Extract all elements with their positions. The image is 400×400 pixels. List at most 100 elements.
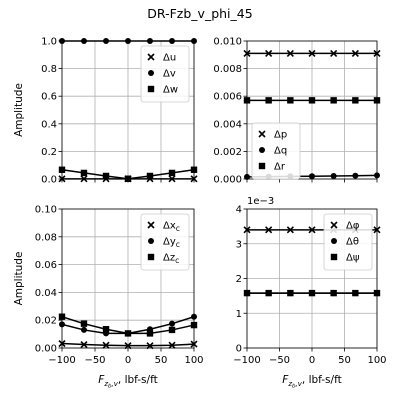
data-point bbox=[168, 341, 176, 349]
legend-entry: Δu bbox=[147, 53, 176, 64]
axes-frame bbox=[61, 40, 195, 180]
y-tick-label: 2 bbox=[236, 274, 242, 285]
data-point bbox=[80, 340, 88, 349]
legend-entry: Δθ bbox=[331, 237, 359, 248]
axes-frame bbox=[61, 208, 195, 349]
legend-marker bbox=[330, 253, 338, 261]
legend-entry: Δp bbox=[258, 130, 287, 141]
data-point bbox=[330, 49, 338, 57]
x-tick-label: 0 bbox=[125, 355, 131, 366]
x-tick-label: 50 bbox=[155, 355, 168, 366]
data-point bbox=[330, 97, 337, 104]
data-point bbox=[265, 289, 272, 297]
data-point bbox=[146, 172, 154, 180]
axes-frame bbox=[246, 40, 378, 180]
legend-marker bbox=[147, 85, 155, 93]
y-tick-label: 1 bbox=[236, 309, 242, 320]
data-point bbox=[169, 320, 176, 327]
data-point bbox=[102, 172, 110, 180]
data-point bbox=[352, 289, 359, 297]
y-tick-label: 0.004 bbox=[213, 119, 242, 130]
legend-label: Δyc bbox=[163, 237, 180, 250]
legend-label: Δw bbox=[163, 85, 178, 96]
series-1 bbox=[243, 49, 381, 57]
legend-entry: Δyc bbox=[148, 237, 180, 250]
y-tick-label: 0.0 bbox=[41, 175, 57, 186]
data-point bbox=[168, 326, 176, 334]
legend-label: Δφ bbox=[346, 221, 360, 232]
y-tick-label: 0.08 bbox=[35, 232, 57, 243]
legend: Δu Δv Δw bbox=[140, 45, 190, 103]
x-tick-label: 100 bbox=[184, 355, 203, 366]
data-point bbox=[308, 49, 316, 57]
data-point bbox=[352, 97, 359, 104]
x-tick-label: 100 bbox=[367, 355, 386, 366]
legend-entry: Δzc bbox=[147, 253, 179, 266]
data-point bbox=[80, 169, 88, 177]
y-tick-label: 0.002 bbox=[213, 147, 242, 158]
y-tick-label: 0 bbox=[236, 344, 242, 355]
figure-title: DR-Fzb_v_phi_45 bbox=[147, 6, 252, 21]
data-point bbox=[308, 226, 316, 234]
data-point bbox=[309, 173, 315, 180]
x-tick-label: −100 bbox=[233, 355, 260, 366]
y-tick-label: 0.06 bbox=[35, 260, 57, 271]
y-axis-label: Amplitude bbox=[13, 252, 25, 306]
legend-label: Δzc bbox=[163, 253, 179, 266]
legend: Δφ Δθ Δψ bbox=[323, 213, 373, 271]
y-tick-label: 0.010 bbox=[213, 37, 242, 48]
legend: Δxc Δyc Δzc bbox=[140, 213, 190, 271]
x-tick-label: 50 bbox=[338, 355, 351, 366]
data-point bbox=[308, 97, 316, 104]
legend-label: Δxc bbox=[163, 221, 180, 234]
y-tick-label: 0.6 bbox=[41, 92, 57, 103]
legend-marker bbox=[259, 147, 265, 153]
legend-marker bbox=[330, 221, 338, 229]
data-point bbox=[308, 289, 316, 297]
legend-label: Δψ bbox=[346, 253, 360, 264]
legend-entry: Δw bbox=[147, 85, 178, 96]
subplot-2: 0.000 0.002 0.004 0.006 0.008 0.010 Δp Δq Δr bbox=[213, 37, 381, 186]
x-axis-label: Fzb,v, lbf-s/ft bbox=[98, 374, 157, 390]
legend-marker bbox=[258, 162, 266, 170]
x-tick-label: −50 bbox=[269, 355, 290, 366]
data-point bbox=[146, 330, 154, 337]
legend-entry: Δr bbox=[258, 162, 286, 173]
subplot-1: 0.0 0.2 0.4 0.6 0.8 1.0 Amplitude Δu Δv Δw bbox=[13, 37, 198, 186]
series-3 bbox=[243, 97, 381, 104]
y-tick-label: 0.04 bbox=[35, 288, 57, 299]
legend-label: Δr bbox=[274, 162, 286, 173]
subplots: 0.00.20.40.60.81.0AmplitudeΔuΔvΔw0.0000.… bbox=[13, 37, 387, 390]
legend-entry: Δv bbox=[148, 69, 176, 80]
legend-entry: Δxc bbox=[147, 221, 180, 234]
x-axis-label: Fzb,v, lbf-s/ft bbox=[282, 374, 341, 390]
subplot-3: −100 −50 0 50 100 0.00 0.02 0.04 0.06 0.08 0.10 Amp… bbox=[13, 205, 204, 390]
data-point bbox=[352, 172, 359, 179]
legend-marker bbox=[147, 221, 155, 229]
legend-marker bbox=[331, 238, 337, 244]
data-point bbox=[102, 341, 110, 349]
data-point bbox=[286, 49, 294, 57]
legend-entry: Δq bbox=[259, 146, 287, 157]
data-point bbox=[124, 330, 132, 337]
y-tick-label: 0.006 bbox=[213, 92, 242, 103]
data-point bbox=[80, 326, 87, 333]
y-tick-label: 0.00 bbox=[35, 344, 57, 355]
legend-marker bbox=[147, 53, 155, 61]
data-point bbox=[287, 289, 294, 297]
x-tick-label: 0 bbox=[309, 355, 315, 366]
data-point bbox=[80, 320, 88, 327]
axes-frame bbox=[246, 208, 378, 349]
y-tick-label: 0.8 bbox=[41, 64, 57, 75]
y-axis-label: Amplitude bbox=[13, 83, 25, 137]
y-tick-label: 0.10 bbox=[35, 205, 57, 216]
data-point bbox=[102, 326, 110, 333]
data-point bbox=[286, 226, 294, 234]
legend-entry: Δφ bbox=[330, 221, 360, 232]
axis-offset-text: 1e−3 bbox=[247, 196, 274, 207]
legend-marker bbox=[148, 238, 154, 244]
y-tick-label: 0.02 bbox=[35, 316, 57, 327]
legend-marker bbox=[147, 253, 155, 261]
